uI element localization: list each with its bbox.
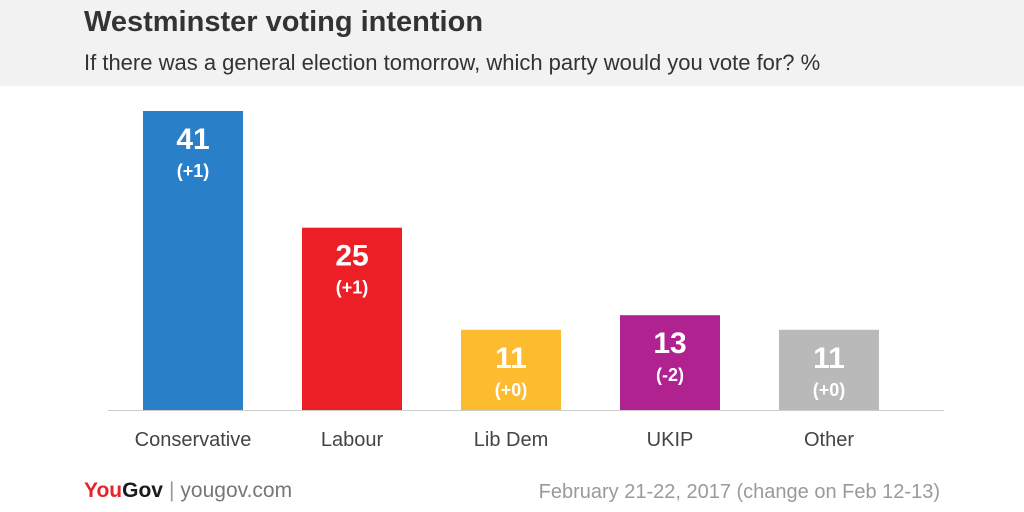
date-note: February 21-22, 2017 (change on Feb 12-1…: [538, 481, 940, 503]
category-label: UKIP: [647, 429, 694, 451]
bar-lib-dem: [461, 329, 561, 410]
chart-header: Westminster voting intention If there wa…: [0, 0, 1024, 86]
brand-gov: Gov: [122, 479, 163, 502]
bar-labour: [302, 227, 402, 410]
bar-other: [779, 329, 879, 410]
bar-ukip: [620, 315, 720, 410]
data-label-change: (+0): [495, 380, 528, 400]
data-label-value: 11: [813, 342, 845, 375]
category-label: Conservative: [135, 429, 252, 451]
brand-url: yougov.com: [180, 479, 293, 502]
chart-subtitle: If there was a general election tomorrow…: [84, 50, 821, 75]
yougov-logo: YouGov | yougov.com: [84, 479, 292, 503]
brand-you: You: [84, 479, 123, 502]
data-label-value: 25: [335, 240, 368, 273]
data-label-value: 11: [495, 342, 527, 375]
data-label-change: (+0): [813, 380, 846, 400]
data-label-value: 41: [176, 123, 209, 156]
brand-separator: |: [168, 479, 175, 502]
chart-title: Westminster voting intention: [84, 6, 484, 38]
data-label-change: (+1): [177, 161, 210, 181]
bar-chart: 41 (+1) Conservative 25 (+1) Labour 11 (+0) Lib …: [108, 111, 944, 451]
data-label-change: (+1): [336, 278, 369, 298]
category-label: Other: [804, 429, 854, 451]
data-label-value: 13: [653, 327, 686, 360]
bar-conservative: [143, 111, 243, 410]
data-label-change: (-2): [656, 365, 684, 385]
category-label: Lib Dem: [474, 429, 548, 451]
category-label: Labour: [321, 429, 384, 451]
